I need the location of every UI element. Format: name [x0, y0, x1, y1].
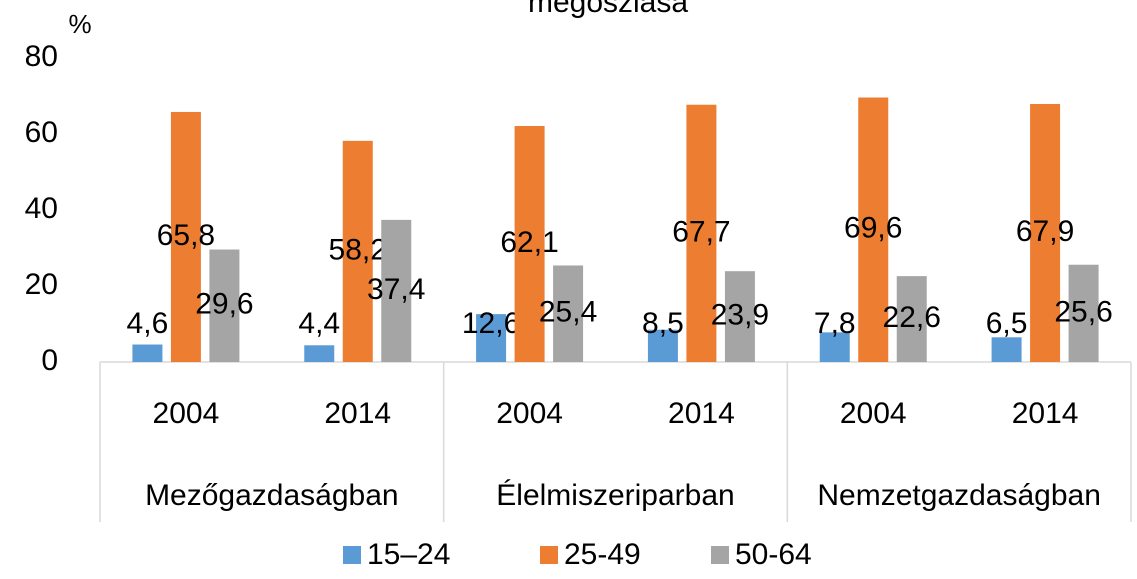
group-label: Mezőgazdaságban — [145, 479, 399, 512]
y-tick-label: 40 — [25, 192, 58, 225]
bar — [553, 265, 584, 362]
data-label: 23,9 — [711, 299, 769, 332]
data-label: 65,8 — [157, 219, 215, 252]
bar — [686, 104, 717, 363]
data-label: 25,6 — [1054, 295, 1112, 328]
data-label: 25,4 — [539, 296, 597, 329]
bar — [170, 111, 201, 363]
group-label: Élelmiszeriparban — [496, 479, 734, 512]
data-label: 58,2 — [329, 233, 387, 266]
data-label: 37,4 — [367, 273, 425, 306]
data-label: 67,7 — [672, 215, 730, 248]
bar — [858, 97, 889, 363]
data-label: 69,6 — [844, 212, 902, 245]
data-label: 62,1 — [500, 226, 558, 259]
x-tick-label: 2004 — [496, 397, 563, 430]
bar — [896, 276, 927, 362]
bar — [476, 314, 507, 362]
data-label: 12,6 — [462, 307, 520, 340]
y-tick-label: 60 — [25, 116, 58, 149]
bar — [1068, 264, 1099, 362]
data-label: 4,4 — [298, 307, 340, 340]
legend-label: 15–24 — [367, 538, 450, 571]
group-label: Nemzetgazdaságban — [817, 479, 1101, 512]
x-tick-label: 2014 — [1012, 397, 1079, 430]
y-tick-label: 0 — [41, 344, 58, 377]
bar — [381, 219, 412, 362]
legend-swatch — [343, 546, 361, 564]
x-tick-label: 2004 — [840, 397, 907, 430]
bar — [342, 140, 373, 362]
bar — [647, 329, 678, 362]
data-label: 22,6 — [883, 301, 941, 334]
bar — [132, 344, 163, 362]
bar — [209, 249, 240, 362]
bar — [304, 345, 335, 362]
bar — [724, 271, 755, 362]
data-label: 6,5 — [986, 307, 1028, 340]
legend-swatch — [711, 546, 729, 564]
legend-label: 25-49 — [564, 538, 641, 571]
data-label: 8,5 — [642, 307, 684, 340]
bar — [514, 126, 545, 363]
y-tick-label: 80 — [25, 40, 58, 73]
bar — [819, 332, 850, 362]
y-axis-label: % — [68, 9, 91, 39]
data-label: 67,9 — [1016, 215, 1074, 248]
legend-swatch — [540, 546, 558, 564]
legend-label: 50-64 — [735, 538, 812, 571]
data-label: 29,6 — [195, 288, 253, 321]
data-label: 7,8 — [814, 307, 856, 340]
x-tick-label: 2014 — [324, 397, 391, 430]
x-tick-label: 2004 — [153, 397, 220, 430]
data-label: 4,6 — [127, 307, 169, 340]
y-tick-label: 20 — [25, 268, 58, 301]
x-tick-label: 2014 — [668, 397, 735, 430]
bar — [991, 337, 1022, 362]
chart-title: megoszlása — [528, 0, 688, 19]
bar — [1030, 103, 1061, 362]
